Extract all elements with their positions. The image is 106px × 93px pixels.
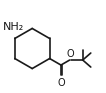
- Text: O: O: [66, 49, 74, 58]
- Text: NH₂: NH₂: [3, 23, 24, 32]
- Text: O: O: [57, 78, 65, 88]
